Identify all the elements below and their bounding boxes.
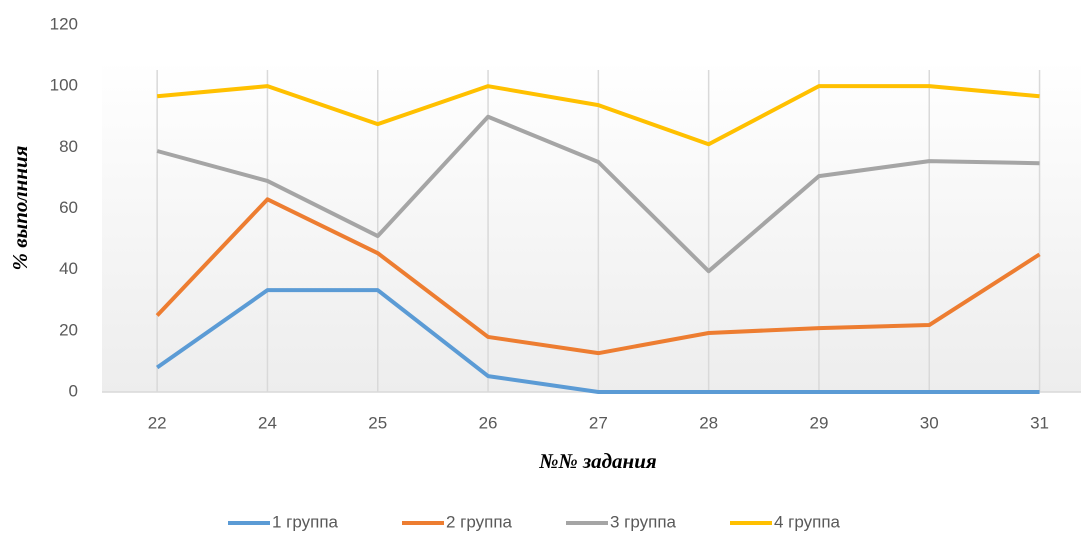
y-tick-label: 40 bbox=[59, 259, 78, 278]
legend-label: 3 группа bbox=[610, 512, 677, 531]
series-line bbox=[156, 84, 1040, 147]
series-line bbox=[156, 288, 1040, 394]
y-tick-label: 120 bbox=[50, 14, 78, 33]
legend-label: 2 группа bbox=[446, 512, 513, 531]
x-tick-label: 22 bbox=[148, 413, 167, 432]
x-tick-label: 25 bbox=[368, 413, 387, 432]
y-tick-label: 100 bbox=[50, 76, 78, 95]
y-tick-label: 20 bbox=[59, 320, 78, 339]
y-tick-label: 0 bbox=[69, 381, 78, 400]
x-tick-label: 28 bbox=[699, 413, 718, 432]
series-line bbox=[156, 114, 1040, 274]
y-axis-title: % выполнния bbox=[8, 145, 32, 270]
legend-label: 1 группа bbox=[272, 512, 339, 531]
x-axis-title: №№ задания bbox=[538, 449, 657, 473]
x-tick-label: 31 bbox=[1030, 413, 1049, 432]
y-tick-label: 60 bbox=[59, 198, 78, 217]
plot-area bbox=[102, 60, 1081, 392]
legend-label: 4 группа bbox=[774, 512, 841, 531]
x-tick-label: 27 bbox=[589, 413, 608, 432]
x-tick-label: 24 bbox=[258, 413, 277, 432]
y-tick-label: 80 bbox=[59, 137, 78, 156]
x-tick-label: 26 bbox=[479, 413, 498, 432]
x-tick-label: 29 bbox=[809, 413, 828, 432]
x-tick-label: 30 bbox=[920, 413, 939, 432]
series-line bbox=[155, 197, 1041, 356]
